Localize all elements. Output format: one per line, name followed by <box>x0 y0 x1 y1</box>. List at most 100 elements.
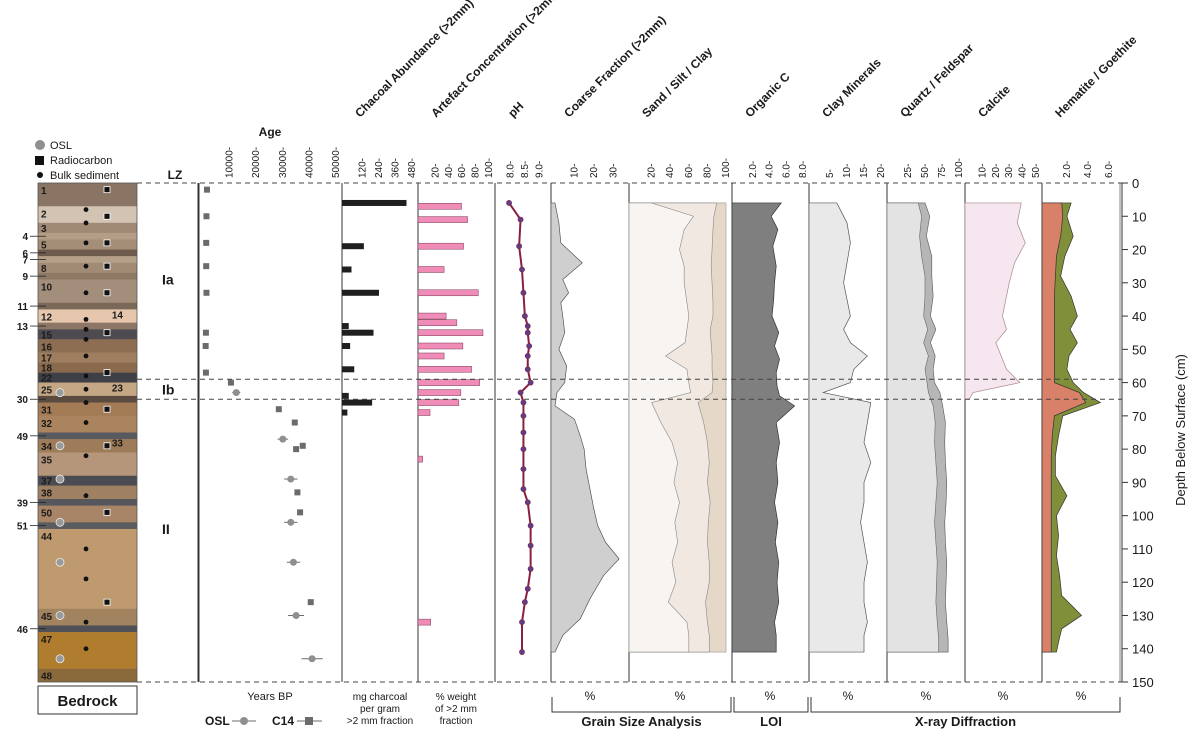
c14-age-point <box>203 239 210 246</box>
bulk-sediment-marker <box>83 386 89 392</box>
charcoal-bar <box>342 329 374 336</box>
ph-point <box>524 323 531 329</box>
layer-band <box>38 505 137 523</box>
ph-point <box>519 649 525 655</box>
qf-unit-label: % <box>921 689 932 703</box>
artefact-bar <box>417 379 480 386</box>
bulk-sediment-marker <box>83 646 89 652</box>
osl-marker <box>55 654 65 664</box>
hem-unit-label: % <box>1076 689 1087 703</box>
layer-label: 51 <box>17 522 29 533</box>
ph-tick-label: 8.0- <box>506 161 517 178</box>
ph-point <box>517 216 524 223</box>
c14-key-icon <box>305 717 313 725</box>
ssc-title: Sand / Silt / Clay <box>639 44 715 120</box>
osl-legend-icon <box>35 140 45 150</box>
goethite-area <box>1041 202 1102 653</box>
charcoal-bar <box>342 366 355 373</box>
layer-label: 45 <box>41 612 53 623</box>
charcoal-title: Chacoal Abundance (>2mm) <box>352 0 476 120</box>
qf-tick-label: 75- <box>937 164 948 178</box>
charcoal-tick-label: 360- <box>391 158 402 178</box>
layer-label: 8 <box>41 264 47 275</box>
layer-band <box>38 668 137 682</box>
calcite-tick-label: 40- <box>1018 164 1029 178</box>
depth-tick-label: 0 <box>1132 176 1139 191</box>
c14-age-point <box>203 263 210 270</box>
artefact-tick-label: 40- <box>444 164 455 178</box>
ph-point <box>524 353 531 359</box>
calcite-title: Calcite <box>975 82 1013 120</box>
osl-age-point <box>292 611 300 619</box>
layer-label: 47 <box>41 635 53 646</box>
c14-age-point <box>275 406 282 413</box>
bulk-sediment-marker <box>83 546 89 552</box>
clay-tick-label: 20- <box>876 164 887 178</box>
bulk-legend-icon <box>37 172 43 178</box>
coarse-unit-label: % <box>585 689 596 703</box>
layer-label: 38 <box>41 489 53 500</box>
age-title: Age <box>259 125 282 139</box>
clay-tick-label: 5- <box>825 169 836 178</box>
radiocarbon-marker <box>103 508 111 516</box>
layer-band <box>38 322 137 330</box>
layer-label: 35 <box>41 455 53 466</box>
bulk-sediment-marker <box>83 207 89 213</box>
ph-point <box>520 429 527 436</box>
layer-label: 22 <box>41 374 53 385</box>
layer-label: 3 <box>41 224 47 235</box>
artefact-bar <box>417 455 423 463</box>
radiocarbon-marker <box>103 262 111 270</box>
layer-band <box>38 302 137 310</box>
layer-label: 18 <box>41 364 53 375</box>
osl-key-label: OSL <box>205 714 230 728</box>
c14-age-point <box>202 369 209 376</box>
charcoal-bar <box>342 243 364 250</box>
layer-label: 16 <box>41 342 53 353</box>
layer-band <box>38 452 137 476</box>
osl-marker <box>55 517 65 527</box>
bedrock-label: Bedrock <box>57 693 118 710</box>
depth-tick-label: 90 <box>1132 475 1146 490</box>
charcoal-bar <box>342 392 349 399</box>
bulk-sediment-marker <box>83 326 89 332</box>
age-unit-label: Years BP <box>247 691 292 703</box>
charcoal-tick-label: 480- <box>407 158 418 178</box>
layer-label: 30 <box>17 395 29 406</box>
layer-label: 7 <box>22 256 28 267</box>
c14-age-point <box>202 343 209 350</box>
artefact-bar <box>417 618 431 626</box>
bulk-sediment-marker <box>83 619 89 625</box>
orgc-title: Organic C <box>742 69 793 120</box>
radiocarbon-marker <box>103 329 111 337</box>
clay-title: Clay Minerals <box>819 55 884 120</box>
calcite-tick-label: 30- <box>1004 164 1015 178</box>
layer-label: 5 <box>41 241 47 252</box>
data-panels: LZ Ia Ib II 10000- 20000- 30000- 40000- 50000- Ag… <box>162 0 1140 682</box>
c14-age-point <box>294 489 301 496</box>
depth-tick-label: 40 <box>1132 309 1146 324</box>
depth-tick-label: 20 <box>1132 243 1146 258</box>
layer-label: 23 <box>112 384 124 395</box>
ph-point <box>520 289 527 296</box>
osl-age-point <box>232 389 240 397</box>
ph-point <box>520 399 527 406</box>
ssc-tick-label: 80- <box>702 164 713 178</box>
grain-size-group-bracket <box>551 697 732 713</box>
lz-header: LZ <box>168 168 183 182</box>
zone-lines <box>137 182 1122 683</box>
grain-size-group-label: Grain Size Analysis <box>581 714 701 729</box>
bedrock-box <box>37 685 138 715</box>
hem-tick-label: 2.0- <box>1062 161 1073 178</box>
layer-band <box>38 206 137 223</box>
depth-tick-label: 110 <box>1132 542 1153 557</box>
layer-label: 12 <box>41 312 53 323</box>
ph-point <box>517 389 524 396</box>
artefact-bar <box>417 242 464 250</box>
bulk-sediment-marker <box>83 336 89 342</box>
layer-label: 6 <box>22 249 28 260</box>
depth-tick-label: 70 <box>1132 409 1146 424</box>
layer-band <box>38 625 137 633</box>
